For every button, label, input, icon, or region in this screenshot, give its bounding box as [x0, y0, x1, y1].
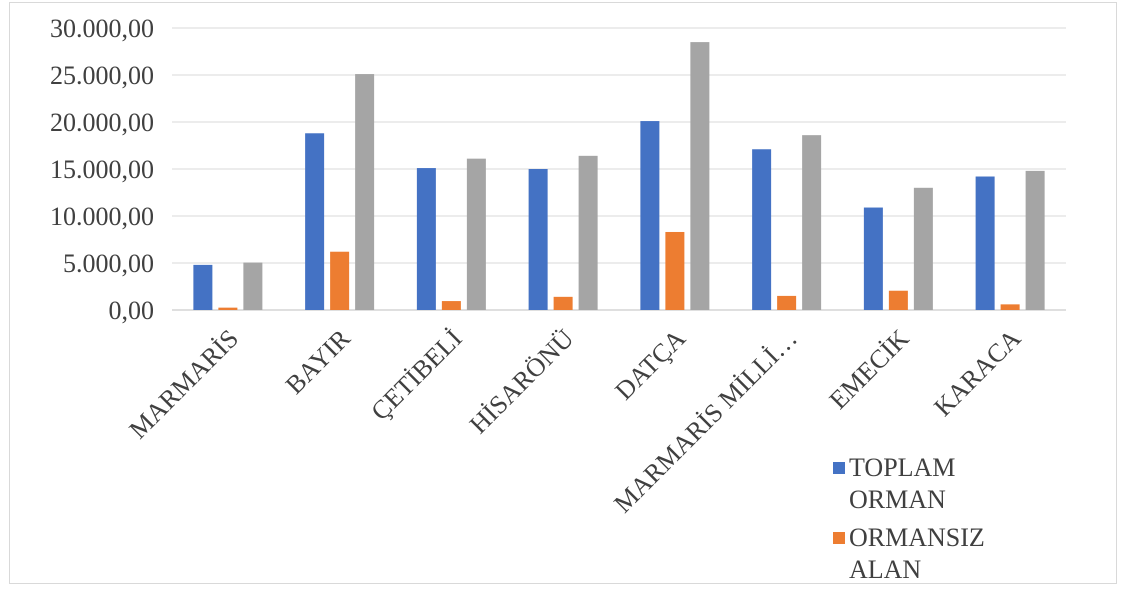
bar-toplam-orman-bayir — [305, 133, 325, 310]
y-axis-tick-labels: 0,00 5.000,00 10.000,00 15.000,00 20.000,00 2… — [50, 14, 154, 325]
y-tick-label: 25.000,00 — [50, 61, 154, 90]
bar-ormansiz-alan-emeci-k — [888, 290, 908, 310]
y-tick-label: 30.000,00 — [50, 14, 154, 43]
bar-series-3-marmari-s — [243, 262, 263, 310]
y-tick-label: 10.000,00 — [50, 202, 154, 231]
legend-swatch-ormansiz-alan — [833, 532, 845, 544]
bar-ormansiz-alan-marmari-s-mi-lli — [777, 295, 797, 310]
bar-series-3-dat-a — [690, 42, 710, 310]
bars — [193, 42, 1045, 310]
legend: TOPLAM ORMAN ORMANSIZ ALAN — [833, 453, 985, 584]
bar-series-3-hi-sar-n — [578, 155, 598, 310]
y-tick-label: 0,00 — [109, 296, 155, 325]
chart-border — [9, 2, 1117, 584]
bar-series-3-marmari-s-mi-lli — [802, 135, 822, 310]
legend-label-ormansiz-alan: ORMANSIZ ALAN — [849, 523, 985, 584]
bar-toplam-orman-dat-a — [640, 121, 660, 310]
y-tick-label: 15.000,00 — [50, 155, 154, 184]
bar-ormansiz-alan-bayir — [330, 251, 350, 310]
bar-series-3-bayir — [355, 74, 375, 310]
legend-label-toplam-orman: TOPLAM ORMAN — [849, 453, 955, 514]
legend-swatch-toplam-orman — [833, 462, 845, 474]
bar-toplam-orman-marmari-s — [193, 264, 213, 310]
bar-ormansiz-alan-eti-beli — [441, 301, 461, 310]
bar-toplam-orman-hi-sar-n — [528, 169, 548, 310]
bar-ormansiz-alan-dat-a — [665, 231, 685, 310]
bar-ormansiz-alan-marmari-s — [218, 307, 238, 310]
bar-toplam-orman-emeci-k — [863, 207, 883, 310]
bar-toplam-orman-marmari-s-mi-lli — [752, 149, 772, 310]
y-tick-label: 20.000,00 — [50, 108, 154, 137]
bar-series-3-karaca — [1025, 170, 1045, 310]
bar-toplam-orman-eti-beli — [416, 168, 436, 310]
y-tick-label: 5.000,00 — [63, 249, 154, 278]
bar-ormansiz-alan-karaca — [1000, 304, 1020, 310]
bar-toplam-orman-karaca — [975, 176, 995, 310]
bar-ormansiz-alan-hi-sar-n — [553, 296, 573, 310]
bar-series-3-eti-beli — [466, 158, 486, 310]
bar-series-3-emeci-k — [913, 187, 933, 310]
